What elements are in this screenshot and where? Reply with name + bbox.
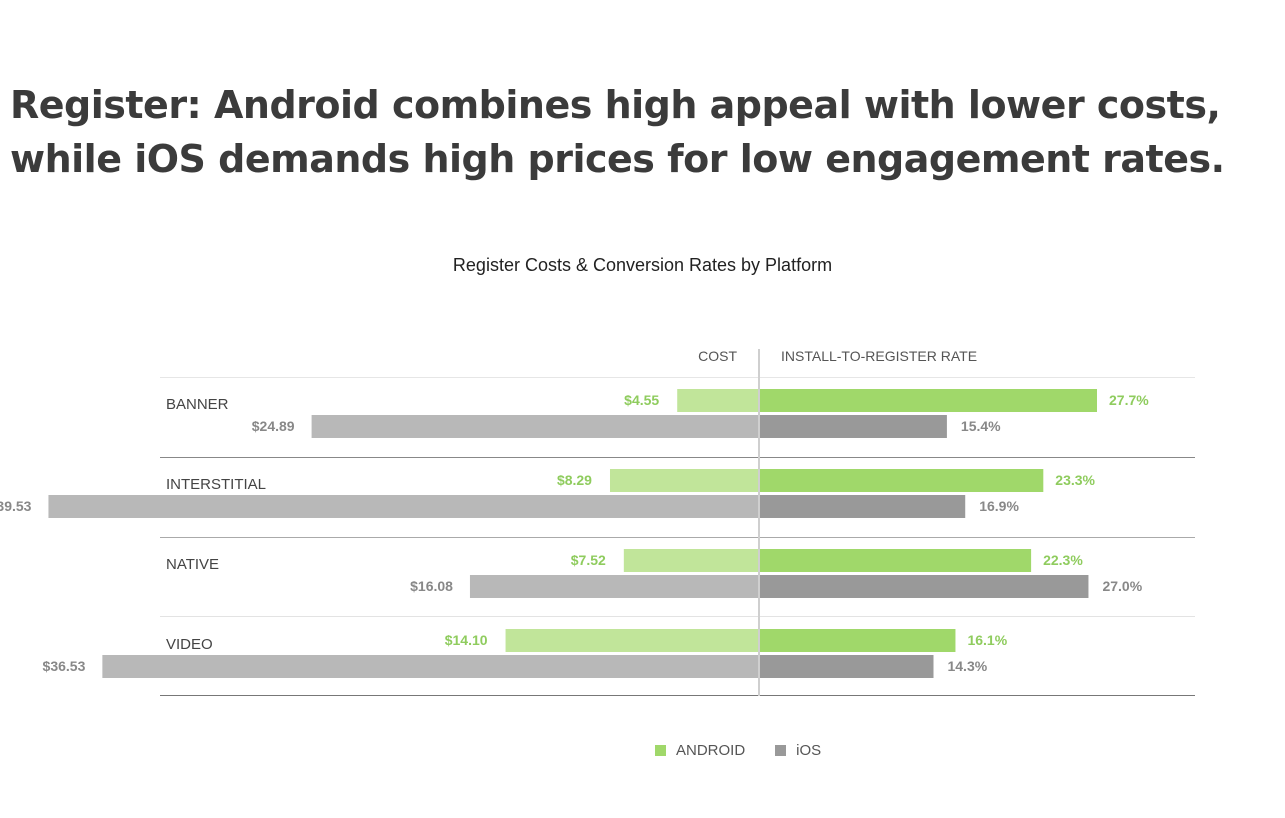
chart-title: Register Costs & Conversion Rates by Pla…	[452, 255, 833, 275]
category-label-banner: BANNER	[166, 396, 229, 413]
bar-android-rate-banner	[759, 389, 1097, 412]
rate-header: INSTALL-TO-REGISTER RATE	[781, 348, 977, 364]
label-android-cost-video: $14.10	[445, 632, 488, 648]
label-ios-rate-banner: 15.4%	[961, 418, 1001, 434]
bar-android-rate-native	[759, 549, 1032, 572]
bar-ios-cost-video	[102, 655, 760, 678]
label-ios-cost-banner: $24.89	[252, 418, 295, 434]
bar-ios-cost-banner	[311, 415, 759, 438]
category-label-native: NATIVE	[166, 556, 219, 573]
legend-label-ios: iOS	[796, 742, 822, 759]
bar-ios-rate-banner	[759, 415, 947, 438]
label-android-cost-banner: $4.55	[624, 392, 659, 408]
label-android-rate-video: 16.1%	[967, 632, 1007, 648]
headline: Register: Android combines high appeal w…	[10, 78, 1280, 186]
legend: ANDROID iOS	[655, 742, 851, 759]
bar-android-cost-interstitial	[609, 469, 759, 492]
headline-line-1: Register: Android combines high appeal w…	[10, 83, 1221, 127]
bar-android-rate-interstitial	[759, 469, 1044, 492]
bar-android-cost-video	[505, 629, 759, 652]
label-ios-cost-interstitial: $39.53	[0, 498, 32, 514]
label-ios-cost-native: $16.08	[410, 578, 453, 594]
legend-swatch-ios	[775, 745, 787, 756]
category-label-interstitial: INTERSTITIAL	[166, 476, 266, 493]
label-android-cost-native: $7.52	[571, 552, 606, 568]
label-ios-rate-interstitial: 16.9%	[979, 498, 1019, 514]
label-ios-rate-video: 14.3%	[947, 658, 987, 674]
bar-ios-rate-native	[759, 575, 1089, 598]
category-label-video: VIDEO	[166, 636, 213, 653]
label-android-rate-banner: 27.7%	[1109, 392, 1149, 408]
bar-android-rate-video	[759, 629, 956, 652]
bar-android-cost-native	[623, 549, 759, 572]
bar-ios-rate-video	[759, 655, 934, 678]
legend-item-ios: iOS	[775, 742, 821, 759]
legend-item-android: ANDROID	[655, 742, 745, 759]
bar-ios-cost-native	[469, 575, 759, 598]
cost-header: COST	[698, 348, 737, 364]
label-android-rate-native: 22.3%	[1043, 552, 1083, 568]
bar-ios-cost-interstitial	[48, 495, 760, 518]
label-ios-rate-native: 27.0%	[1102, 578, 1142, 594]
headline-line-2: while iOS demands high prices for low en…	[10, 137, 1225, 181]
label-ios-cost-video: $36.53	[43, 658, 86, 674]
bar-android-cost-banner	[677, 389, 759, 412]
legend-swatch-android	[655, 745, 666, 756]
legend-label-android: ANDROID	[676, 742, 746, 759]
label-android-cost-interstitial: $8.29	[557, 472, 592, 488]
bar-ios-rate-interstitial	[759, 495, 966, 518]
label-android-rate-interstitial: 23.3%	[1055, 472, 1095, 488]
